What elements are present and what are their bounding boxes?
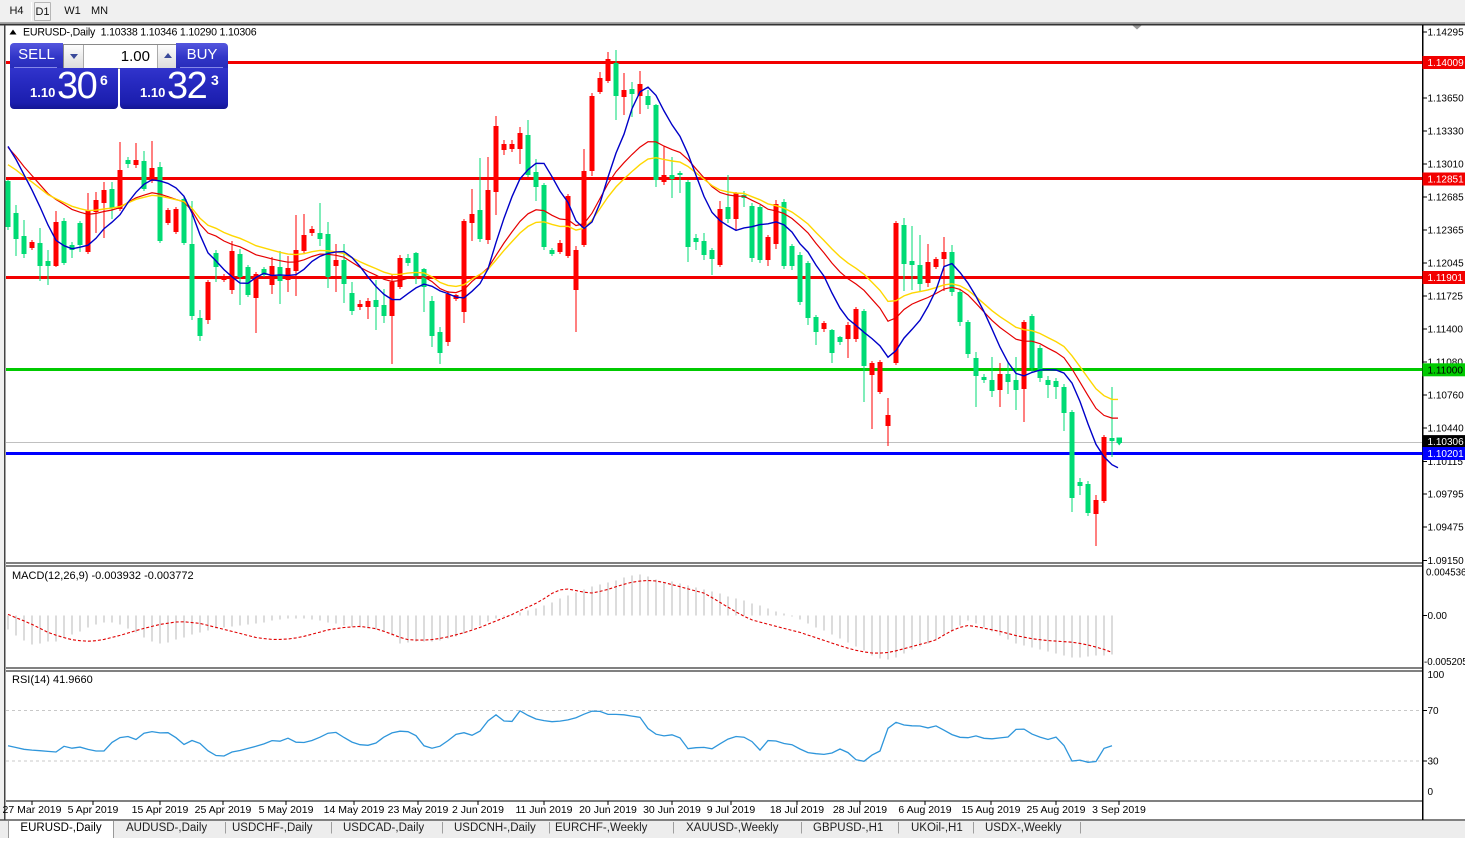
svg-text:100: 100 (1428, 670, 1445, 681)
svg-text:1.12851: 1.12851 (1428, 175, 1465, 186)
svg-text:9 Jul 2019: 9 Jul 2019 (707, 804, 756, 816)
svg-text:0.00: 0.00 (1428, 611, 1448, 622)
svg-text:MACD(12,26,9) -0.003932 -0.003: MACD(12,26,9) -0.003932 -0.003772 (12, 570, 194, 582)
svg-text:23 May 2019: 23 May 2019 (388, 804, 449, 816)
svg-text:0.004536: 0.004536 (1426, 568, 1465, 579)
svg-text:1.12685: 1.12685 (1428, 193, 1465, 204)
svg-text:25 Aug 2019: 25 Aug 2019 (1027, 804, 1086, 816)
svg-text:18 Jul 2019: 18 Jul 2019 (770, 804, 824, 816)
svg-text:1.10201: 1.10201 (1428, 449, 1465, 460)
svg-text:30: 30 (1428, 756, 1440, 767)
svg-text:1.10306: 1.10306 (1428, 437, 1465, 448)
svg-text:30 Jun 2019: 30 Jun 2019 (643, 804, 701, 816)
svg-text:14 May 2019: 14 May 2019 (324, 804, 385, 816)
svg-text:11 Jun 2019: 11 Jun 2019 (515, 804, 572, 816)
svg-text:1.11000: 1.11000 (1428, 365, 1464, 376)
svg-text:1.10440: 1.10440 (1428, 423, 1465, 434)
svg-text:1.11901: 1.11901 (1428, 273, 1464, 284)
svg-text:5 Apr 2019: 5 Apr 2019 (68, 804, 119, 816)
svg-text:1.13010: 1.13010 (1428, 159, 1465, 170)
svg-text:15 Apr 2019: 15 Apr 2019 (132, 804, 189, 816)
svg-text:0: 0 (1428, 787, 1434, 798)
svg-text:-0.005205: -0.005205 (1424, 657, 1465, 668)
svg-text:3 Sep 2019: 3 Sep 2019 (1092, 804, 1146, 816)
svg-text:1.13650: 1.13650 (1428, 94, 1465, 105)
svg-text:5 May 2019: 5 May 2019 (259, 804, 314, 816)
svg-text:EURUSD-,Daily 1.10338 1.10346: EURUSD-,Daily 1.10338 1.10346 1.10290 1.… (23, 27, 257, 39)
svg-text:1.13330: 1.13330 (1428, 127, 1465, 138)
svg-text:2 Jun 2019: 2 Jun 2019 (452, 804, 504, 816)
svg-text:28 Jul 2019: 28 Jul 2019 (833, 804, 887, 816)
svg-text:1.09475: 1.09475 (1428, 523, 1465, 534)
svg-text:1.11725: 1.11725 (1428, 291, 1464, 302)
svg-text:1.11400: 1.11400 (1428, 325, 1464, 336)
svg-text:25 Apr 2019: 25 Apr 2019 (195, 804, 252, 816)
svg-text:1.10760: 1.10760 (1428, 391, 1465, 402)
svg-text:RSI(14) 41.9660: RSI(14) 41.9660 (12, 674, 93, 686)
svg-text:1.14009: 1.14009 (1428, 58, 1465, 69)
svg-text:1.12365: 1.12365 (1428, 226, 1465, 237)
svg-text:1.09150: 1.09150 (1428, 556, 1465, 567)
svg-text:6 Aug 2019: 6 Aug 2019 (898, 804, 951, 816)
svg-text:27 Mar 2019: 27 Mar 2019 (3, 804, 62, 816)
svg-text:1.14295: 1.14295 (1428, 27, 1465, 38)
svg-text:20 Jun 2019: 20 Jun 2019 (579, 804, 637, 816)
svg-text:15 Aug 2019: 15 Aug 2019 (962, 804, 1021, 816)
svg-text:1.12045: 1.12045 (1428, 259, 1465, 270)
svg-text:70: 70 (1428, 706, 1440, 717)
svg-text:1.09795: 1.09795 (1428, 490, 1465, 501)
